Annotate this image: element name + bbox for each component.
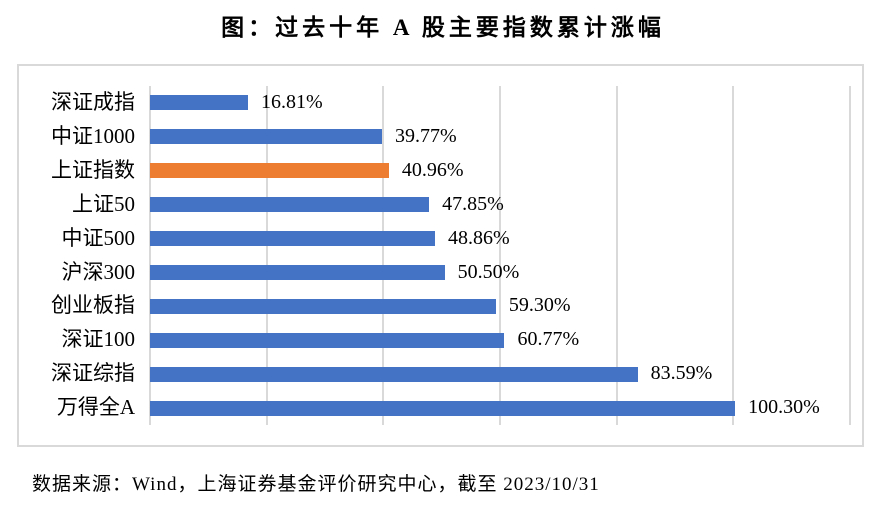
value-label: 83.59%	[650, 362, 713, 385]
plot-area: 深证成指 16.81% 中证1000 39.77% 上证指数 40.96% 上证50 47.8…	[51, 86, 851, 425]
bar	[150, 197, 430, 213]
value-label: 59.30%	[508, 294, 571, 317]
value-label: 39.77%	[394, 124, 457, 147]
bar	[150, 366, 638, 382]
chart-title: 图：过去十年 A 股主要指数累计涨幅	[221, 15, 665, 40]
bar	[150, 264, 445, 280]
value-label: 16.81%	[261, 91, 323, 113]
category-label: 创业板指	[51, 293, 135, 318]
gridline	[615, 86, 618, 425]
bar	[150, 95, 249, 111]
value-label: 60.77%	[517, 328, 580, 351]
bar	[150, 231, 436, 247]
category-label: 万得全A	[56, 395, 135, 420]
gridline	[265, 86, 268, 425]
category-label: 中证500	[61, 225, 136, 250]
bar	[150, 129, 382, 145]
category-label: 深证成指	[51, 90, 135, 114]
value-label: 47.85%	[442, 192, 504, 215]
bar	[150, 332, 505, 348]
category-label: 上证指数	[51, 157, 135, 182]
value-label: 48.86%	[448, 226, 510, 249]
category-label: 沪深300	[61, 259, 136, 284]
bar-highlighted	[150, 163, 389, 179]
category-label: 深证100	[61, 327, 136, 352]
gridline	[149, 86, 151, 425]
gridline	[732, 86, 735, 425]
chart-border	[17, 64, 864, 447]
value-label: 40.96%	[401, 158, 464, 181]
category-label: 中证1000	[51, 123, 135, 148]
category-label: 上证50	[72, 191, 135, 216]
bar	[150, 400, 736, 416]
data-source-note: 数据来源：Wind，上海证券基金评价研究中心，截至 2023/10/31	[32, 474, 600, 495]
gridline	[499, 86, 501, 425]
value-label: 50.50%	[457, 260, 520, 283]
gridline	[849, 86, 851, 425]
bar	[150, 298, 496, 314]
gridline	[382, 86, 385, 425]
category-label: 深证综指	[51, 361, 135, 386]
value-label: 100.30%	[748, 396, 820, 419]
